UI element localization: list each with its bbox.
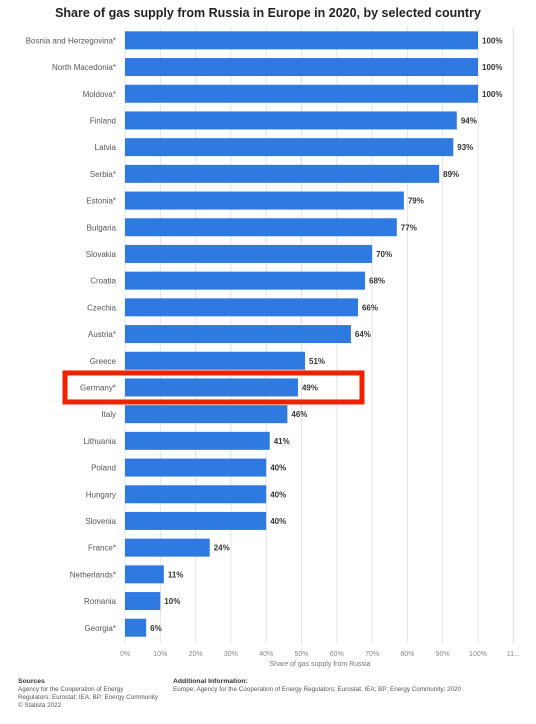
category-label: Austria* (88, 330, 116, 339)
sources-line: © Statista 2022 (18, 702, 62, 709)
category-label: Greece (90, 357, 117, 366)
x-axis-title: Share of gas supply from Russia (269, 661, 370, 668)
highlight-box (62, 370, 365, 405)
x-tick-label: 70% (365, 651, 379, 658)
category-label: Moldova* (83, 90, 116, 99)
sources-block: Sources Agency for the Cooperation of En… (18, 678, 178, 710)
bar (125, 271, 366, 290)
category-label: Slovenia (85, 517, 116, 526)
data-label: 11% (168, 570, 184, 579)
category-label: France* (88, 544, 116, 553)
bar (125, 84, 478, 103)
x-tick-label: 100% (469, 651, 487, 658)
bar (125, 511, 267, 530)
bar (125, 485, 267, 504)
data-label: 79% (408, 197, 424, 206)
data-label: 89% (443, 170, 459, 179)
data-label: 24% (214, 544, 230, 553)
category-label: Slovakia (86, 250, 117, 259)
category-label: North Macedonia* (52, 63, 116, 72)
category-label: Bulgaria (87, 223, 117, 232)
x-tick-label: 11... (507, 651, 520, 658)
bar (125, 351, 306, 370)
data-label: 51% (309, 357, 325, 366)
sources-line: Agency for the Cooperation of Energy (18, 686, 124, 693)
bar (125, 618, 147, 637)
bar (125, 58, 478, 77)
highlight-layer (62, 370, 365, 405)
bar (125, 31, 478, 50)
category-label: Germany* (80, 383, 116, 392)
bar (125, 325, 351, 344)
additional-info-text: Europe; Agency for the Cooperation of En… (173, 686, 462, 693)
data-label: 40% (270, 490, 286, 499)
data-label: 94% (461, 116, 477, 125)
x-tick-label: 60% (330, 651, 344, 658)
data-label: 66% (362, 303, 378, 312)
x-axis-ticks: 0% 10% 20% 30% 40% 50% 60% 70% 80% 90% 100% 11... (120, 651, 520, 658)
data-label: 49% (302, 383, 318, 392)
x-tick-label: 80% (400, 651, 414, 658)
bar (125, 164, 440, 183)
data-label: 93% (457, 143, 473, 152)
bar (125, 458, 267, 477)
x-tick-label: 20% (189, 651, 203, 658)
data-label: 6% (150, 624, 162, 633)
x-tick-label: 10% (153, 651, 167, 658)
category-label: Bosnia and Herzegovina* (26, 36, 116, 45)
data-label: 64% (355, 330, 371, 339)
data-label: 68% (369, 277, 385, 286)
category-label: Estonia* (86, 197, 116, 206)
bar (125, 378, 298, 397)
bar (125, 111, 457, 130)
data-label: 10% (164, 597, 180, 606)
category-label: Croatia (90, 277, 116, 286)
bar (125, 538, 210, 557)
data-label: 100% (482, 63, 502, 72)
x-tick-label: 40% (259, 651, 273, 658)
category-label: Italy (101, 410, 116, 419)
category-label: Finland (90, 116, 116, 125)
chart-title: Share of gas supply from Russia in Europ… (55, 6, 481, 20)
x-tick-label: 30% (224, 651, 238, 658)
category-label: Czechia (87, 303, 116, 312)
data-label: 41% (274, 437, 290, 446)
category-label: Serbia* (90, 170, 116, 179)
x-tick-label: 90% (436, 651, 450, 658)
category-label: Poland (91, 464, 116, 473)
value-labels: 100% 100% 100% 94% 93% 89% 79% 77% 70% 68% 66% 64% 5… (150, 36, 502, 632)
bar (125, 244, 373, 263)
category-label: Lithuania (84, 437, 117, 446)
category-labels: Bosnia and Herzegovina* North Macedonia* M… (26, 36, 117, 632)
additional-info-block: Additional Information: Europe; Agency f… (173, 678, 528, 694)
bars (125, 31, 478, 637)
bar (125, 405, 288, 424)
sources-heading: Sources (18, 678, 45, 685)
data-label: 40% (270, 464, 286, 473)
bar (125, 138, 454, 157)
data-label: 70% (376, 250, 392, 259)
data-label: 46% (291, 410, 307, 419)
bar (125, 191, 404, 210)
x-tick-label: 0% (120, 651, 130, 658)
bar (125, 592, 161, 611)
x-tick-label: 50% (294, 651, 308, 658)
category-label: Netherlands* (70, 570, 116, 579)
category-label: Romania (84, 597, 117, 606)
data-label: 100% (482, 36, 502, 45)
data-label: 100% (482, 90, 502, 99)
data-label: 77% (401, 223, 417, 232)
bar (125, 298, 358, 317)
category-label: Hungary (86, 490, 116, 499)
bar (125, 218, 397, 237)
bar (125, 565, 164, 584)
additional-info-heading: Additional Information: (173, 678, 248, 685)
sources-line: Regulators; Eurostat; IEA; BP; Energy Co… (18, 694, 158, 701)
data-label: 40% (270, 517, 286, 526)
bar (125, 431, 270, 450)
category-label: Latvia (95, 143, 117, 152)
category-label: Georgia* (84, 624, 116, 633)
